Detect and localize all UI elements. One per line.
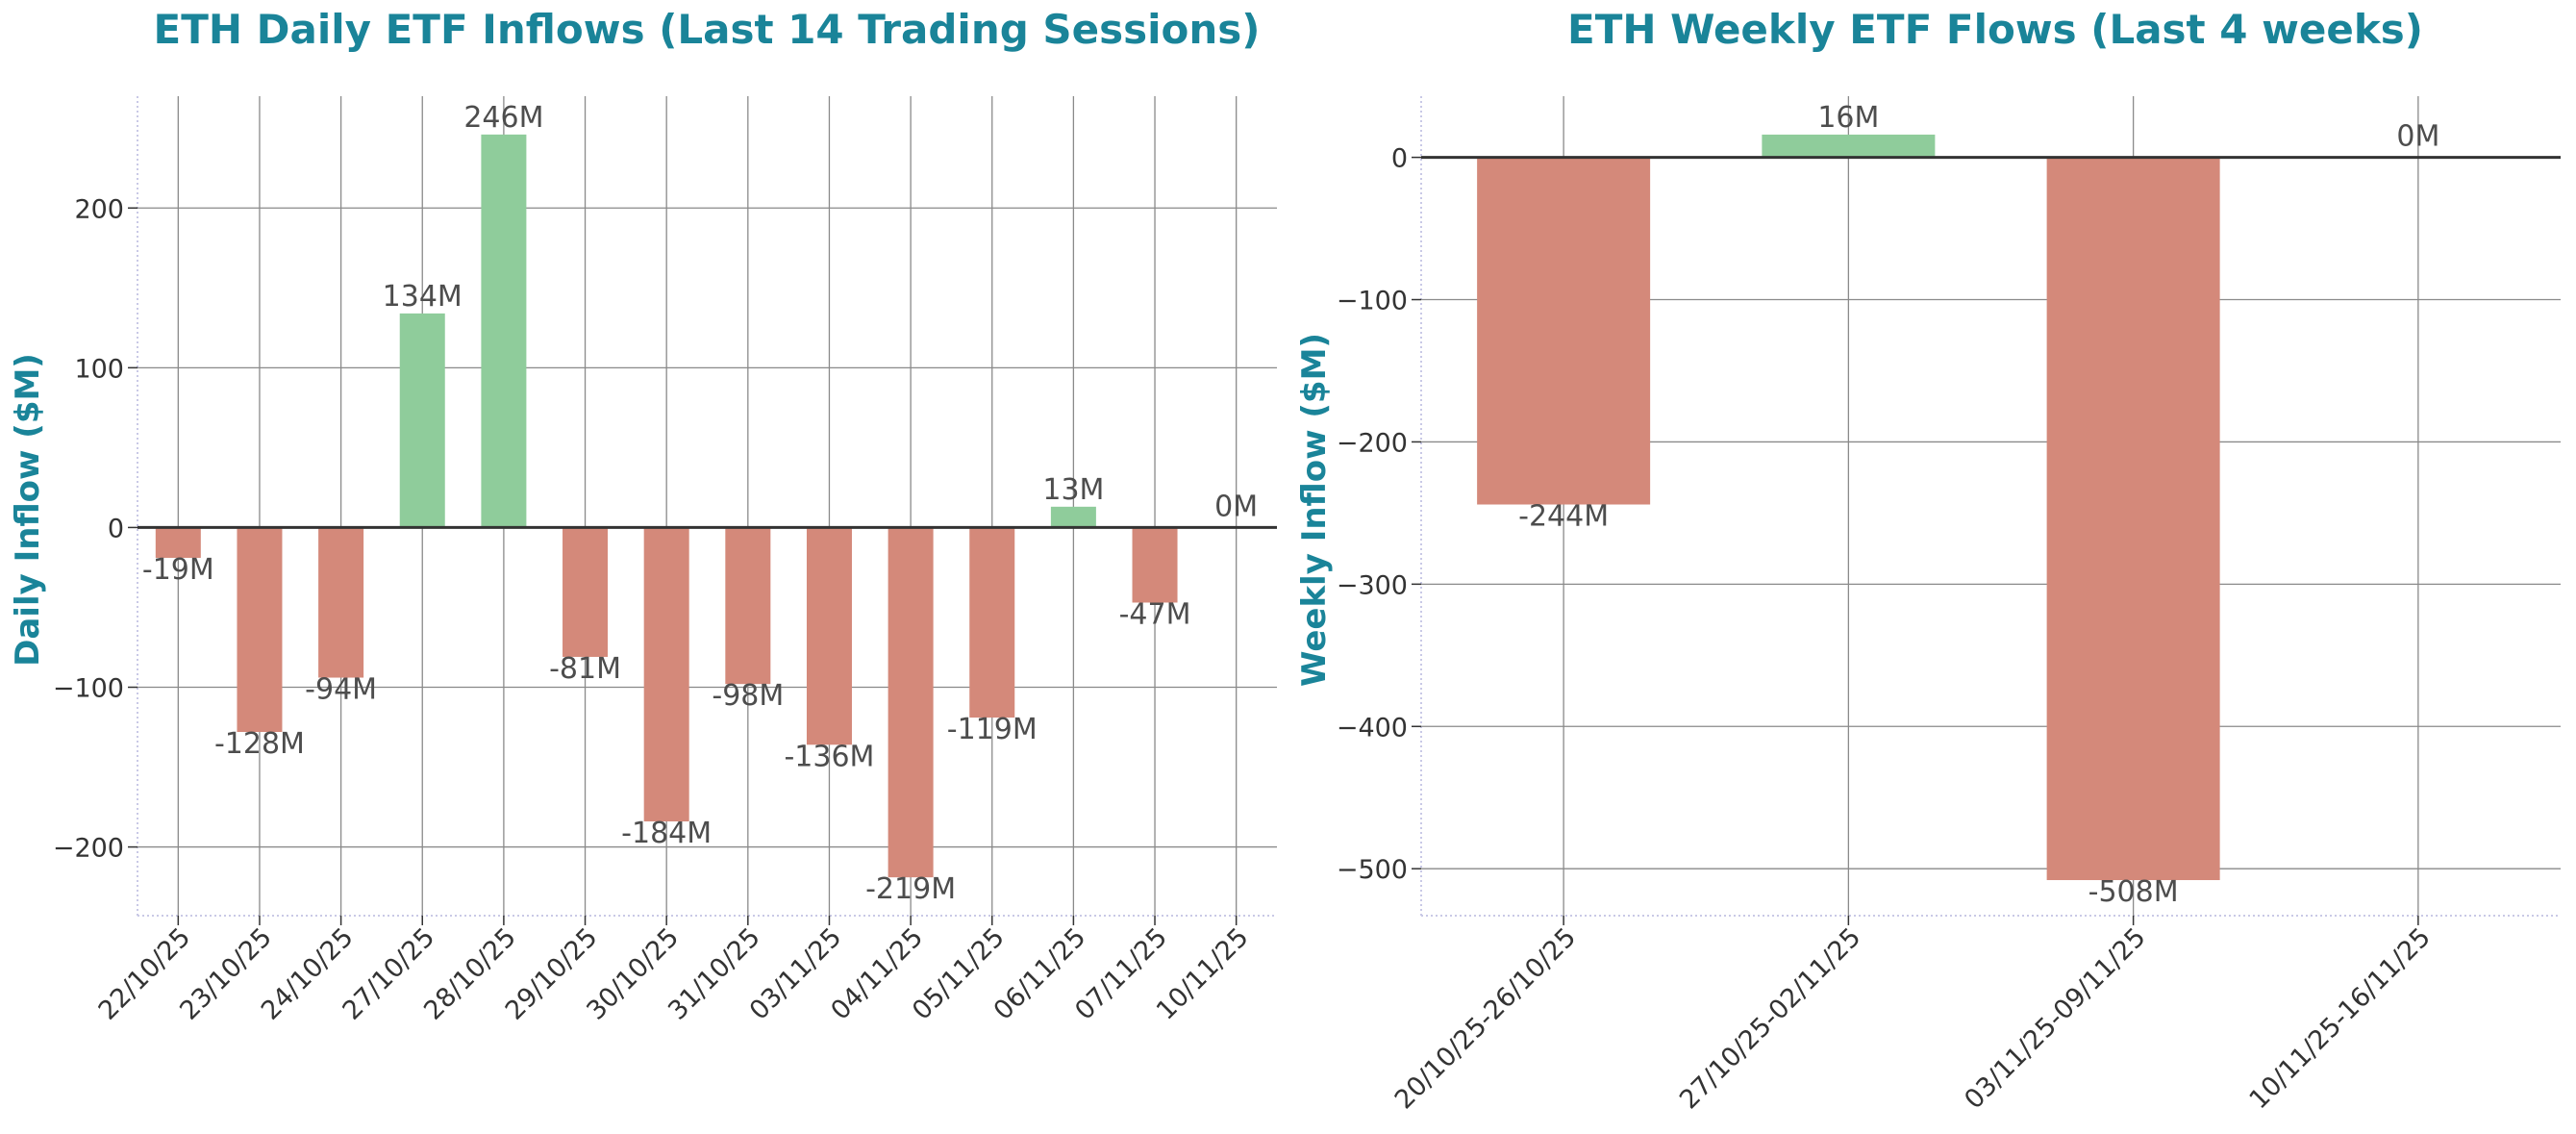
daily-y-tick-label: −100 [53, 674, 124, 704]
weekly-x-tick-label: 20/10/25-26/10/25 [1389, 922, 1582, 1115]
daily-bar [725, 527, 771, 685]
weekly-y-tick-label: −400 [1337, 713, 1408, 743]
daily-data-label: -98M [712, 679, 784, 713]
weekly-y-tick-label: −100 [1337, 287, 1408, 316]
daily-data-label: -81M [549, 652, 621, 686]
daily-data-label: -128M [214, 727, 305, 761]
weekly-y-tick-label: −500 [1337, 855, 1408, 885]
daily-data-label: 134M [383, 280, 463, 314]
weekly-data-label: 0M [2396, 120, 2439, 154]
daily-data-label: -184M [621, 817, 712, 850]
daily-bar [318, 527, 364, 678]
weekly-y-tick-label: −200 [1337, 428, 1408, 458]
daily-bar [888, 527, 934, 878]
daily-data-label: -47M [1119, 597, 1191, 631]
daily-data-label: -94M [305, 673, 377, 707]
daily-bar [155, 527, 201, 558]
weekly-bar [1762, 134, 1936, 158]
weekly-x-tick-label: 03/11/25-09/11/25 [1959, 922, 2151, 1115]
daily-bar [399, 313, 445, 528]
weekly-y-tick-label: 0 [1391, 144, 1408, 174]
daily-inflows-chart: ETH Daily ETF Inflows (Last 14 Trading S… [9, 6, 1277, 1026]
daily-chart-title: ETH Daily ETF Inflows (Last 14 Trading S… [154, 6, 1261, 53]
daily-data-label: -119M [947, 713, 1038, 746]
weekly-bar [2046, 157, 2220, 881]
daily-bar [1050, 506, 1096, 528]
daily-bar [481, 134, 527, 528]
weekly-flows-chart: ETH Weekly ETF Flows (Last 4 weeks) Week… [1295, 6, 2561, 1115]
daily-data-label: 13M [1042, 473, 1104, 507]
weekly-x-tick-label: 10/11/25-16/11/25 [2244, 922, 2437, 1115]
daily-y-tick-label: −200 [53, 834, 124, 864]
weekly-bar [1477, 157, 1651, 505]
daily-data-label: 0M [1214, 490, 1258, 523]
daily-bar [563, 527, 609, 657]
weekly-data-label: -508M [2088, 875, 2179, 909]
weekly-chart-ylabel: Weekly Inflow ($M) [1295, 333, 1334, 687]
weekly-x-tick-label: 27/10/25-02/11/25 [1674, 922, 1866, 1115]
daily-bar [643, 527, 689, 822]
daily-bar [806, 527, 852, 745]
daily-bar [969, 527, 1015, 718]
daily-bar [1132, 527, 1178, 603]
daily-data-label: 246M [463, 101, 543, 135]
weekly-data-label: 16M [1817, 101, 1879, 135]
daily-chart-ylabel: Daily Inflow ($M) [9, 353, 47, 667]
daily-y-tick-label: 0 [108, 514, 124, 543]
daily-data-label: -19M [142, 553, 214, 587]
daily-data-label: -136M [784, 740, 874, 773]
daily-bar [237, 527, 283, 733]
weekly-chart-title: ETH Weekly ETF Flows (Last 4 weeks) [1567, 6, 2423, 53]
daily-y-tick-label: 200 [74, 194, 124, 224]
weekly-data-label: -244M [1518, 500, 1609, 534]
daily-y-tick-label: 100 [74, 354, 124, 384]
weekly-y-tick-label: −300 [1337, 570, 1408, 600]
daily-data-label: -219M [865, 872, 956, 906]
